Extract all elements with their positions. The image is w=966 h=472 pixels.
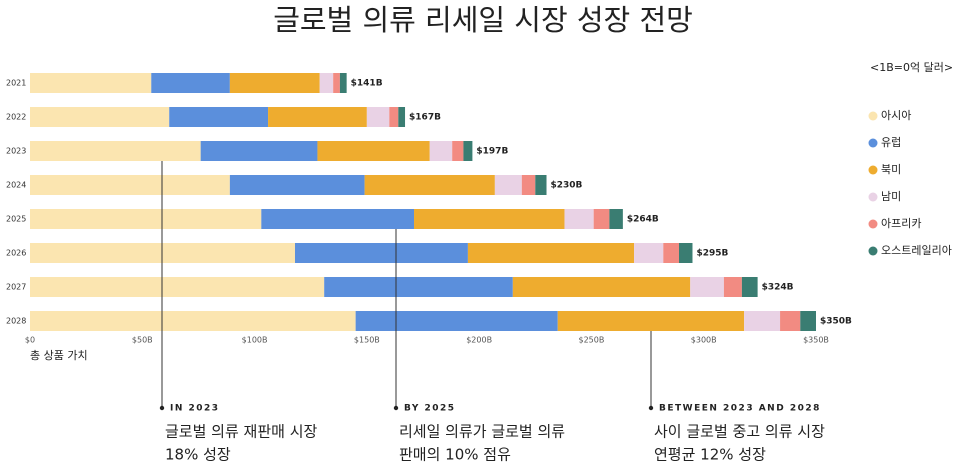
legend-swatch xyxy=(868,111,878,121)
annotation-text: 18% 성장 xyxy=(165,446,231,464)
bar-segment xyxy=(268,107,367,127)
annotation-text: 판매의 10% 점유 xyxy=(399,446,511,464)
legend-label: 유럽 xyxy=(881,135,901,149)
annotation-dot xyxy=(393,405,399,411)
bar-segment xyxy=(535,175,547,195)
bar-segment xyxy=(169,107,269,127)
x-tick-label: $100B xyxy=(242,336,268,345)
y-tick-label: 2027 xyxy=(6,283,26,292)
legend-swatch xyxy=(868,219,878,229)
y-tick-label: 2023 xyxy=(6,147,26,156)
legend-swatch xyxy=(868,192,878,202)
bar-segment xyxy=(463,141,473,161)
total-label: $167B xyxy=(409,113,441,123)
bar-segment xyxy=(512,277,691,297)
annotation-heading: BY 2025 xyxy=(404,404,456,414)
bar-segment xyxy=(494,175,522,195)
legend-label: 아프리카 xyxy=(881,217,921,230)
bar-segment xyxy=(452,141,464,161)
chart-title: 글로벌 의류 리세일 시장 성장 전망 xyxy=(273,3,693,37)
y-tick-label: 2028 xyxy=(6,317,26,326)
bar-segment xyxy=(355,311,558,331)
bar-segment xyxy=(333,73,340,93)
total-label: $264B xyxy=(627,215,659,225)
bar-segment xyxy=(30,107,170,127)
bar-segment xyxy=(741,277,758,297)
legend-swatch xyxy=(868,165,878,175)
bar-segment xyxy=(609,209,623,229)
legend-swatch xyxy=(868,138,878,148)
y-tick-label: 2025 xyxy=(6,215,26,224)
legend-swatch xyxy=(868,246,878,256)
x-tick-label: $300B xyxy=(691,336,717,345)
bar-segment xyxy=(364,175,495,195)
x-tick-label: $350B xyxy=(803,336,829,345)
bar-segment xyxy=(564,209,594,229)
annotation-heading: BETWEEN 2023 AND 2028 xyxy=(659,404,821,414)
bar-segment xyxy=(557,311,745,331)
bar-segment xyxy=(690,277,724,297)
bar-segment xyxy=(319,73,334,93)
bar-segment xyxy=(339,73,347,93)
bar-segment xyxy=(521,175,536,195)
bar-segment xyxy=(780,311,801,331)
legend-label: 오스트레일리아 xyxy=(881,243,952,257)
x-tick-label: $250B xyxy=(578,336,604,345)
bar-segment xyxy=(151,73,230,93)
bar-segment xyxy=(634,243,664,263)
bar-segment xyxy=(593,209,610,229)
bar-segment xyxy=(389,107,399,127)
bar-segment xyxy=(229,175,365,195)
x-axis-label: 총 상품 가치 xyxy=(30,349,88,362)
annotation-text: 리세일 의류가 글로벌 의류 xyxy=(399,423,565,441)
annotation-heading: IN 2023 xyxy=(170,404,220,414)
total-label: $350B xyxy=(820,317,852,327)
total-label: $295B xyxy=(696,249,728,259)
bar-segment xyxy=(414,209,565,229)
annotation-text: 글로벌 의류 재판매 시장 xyxy=(165,423,318,441)
bar-segment xyxy=(30,209,262,229)
total-label: $324B xyxy=(762,283,794,293)
total-label: $230B xyxy=(551,181,583,191)
bar-segment xyxy=(317,141,430,161)
x-tick-label: $150B xyxy=(354,336,380,345)
total-label: $197B xyxy=(476,147,508,157)
y-tick-label: 2022 xyxy=(6,113,26,122)
bar-segment xyxy=(800,311,816,331)
x-tick-label: $50B xyxy=(132,336,153,345)
bar-segment xyxy=(229,73,320,93)
y-tick-label: 2021 xyxy=(6,79,26,88)
bar-segment xyxy=(723,277,742,297)
annotation-dot xyxy=(648,405,654,411)
x-tick-label: $0 xyxy=(25,336,35,345)
bar-segment xyxy=(30,175,230,195)
bar-segment xyxy=(467,243,635,263)
bar-segment xyxy=(679,243,693,263)
bar-segment xyxy=(398,107,406,127)
y-tick-label: 2026 xyxy=(6,249,26,258)
annotation-text: 사이 글로벌 중고 의류 시장 xyxy=(654,423,825,441)
total-label: $141B xyxy=(351,79,383,89)
y-tick-label: 2024 xyxy=(6,181,26,190)
bar-segment xyxy=(744,311,781,331)
annotation-dot xyxy=(159,405,165,411)
legend-label: 아시아 xyxy=(881,109,911,122)
bar-segment xyxy=(324,277,513,297)
x-tick-label: $200B xyxy=(466,336,492,345)
bar-segment xyxy=(429,141,453,161)
annotation-text: 연평균 12% 성장 xyxy=(654,446,766,464)
bar-segment xyxy=(261,209,415,229)
bar-segment xyxy=(30,277,325,297)
legend-label: 북미 xyxy=(881,163,901,176)
bar-segment xyxy=(366,107,390,127)
bar-segment xyxy=(30,311,356,331)
bar-segment xyxy=(30,141,201,161)
unit-note: <1B=0억 달러> xyxy=(870,61,953,74)
bar-segment xyxy=(200,141,318,161)
bar-segment xyxy=(30,73,152,93)
bar-segment xyxy=(294,243,468,263)
bar-segment xyxy=(663,243,680,263)
legend-label: 남미 xyxy=(881,190,901,203)
